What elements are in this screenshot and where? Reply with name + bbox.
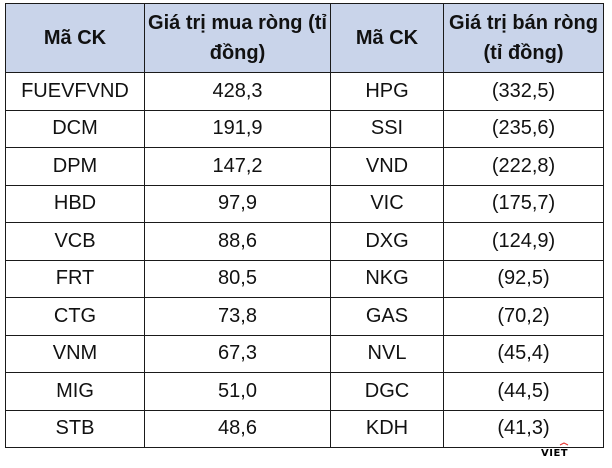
sell-value-cell: (44,5) bbox=[443, 372, 604, 411]
table-row: FUEVFVND 428,3 HPG (332,5) bbox=[5, 72, 604, 111]
sell-code-cell: VIC bbox=[330, 184, 444, 223]
header-sell-value: Giá trị bán ròng (tỉ đồng) bbox=[443, 3, 604, 73]
sell-code-cell: KDH bbox=[330, 409, 444, 448]
buy-value-cell: 88,6 bbox=[144, 222, 331, 261]
sell-code-cell: SSI bbox=[330, 109, 444, 148]
buy-value-cell: 80,5 bbox=[144, 259, 331, 298]
header-row: Mã CK Giá trị mua ròng (tỉ đồng) Mã CK G… bbox=[5, 3, 604, 73]
sell-code-cell: HPG bbox=[330, 72, 444, 111]
sell-code-cell: GAS bbox=[330, 297, 444, 336]
table-header: Mã CK Giá trị mua ròng (tỉ đồng) Mã CK G… bbox=[5, 3, 604, 73]
table-row: DCM 191,9 SSI (235,6) bbox=[5, 109, 604, 148]
buy-code-cell: HBD bbox=[5, 184, 145, 223]
buy-value-cell: 147,2 bbox=[144, 147, 331, 186]
sell-value-cell: (332,5) bbox=[443, 72, 604, 111]
sell-value-cell: (222,8) bbox=[443, 147, 604, 186]
buy-code-cell: MIG bbox=[5, 372, 145, 411]
sell-value-cell: (45,4) bbox=[443, 334, 604, 373]
header-buy-value: Giá trị mua ròng (tỉ đồng) bbox=[144, 3, 331, 73]
table-row: STB 48,6 KDH (41,3) bbox=[5, 409, 604, 448]
watermark-mark-icon: VIET bbox=[541, 442, 569, 459]
buy-value-cell: 48,6 bbox=[144, 409, 331, 448]
net-trading-table: Mã CK Giá trị mua ròng (tỉ đồng) Mã CK G… bbox=[5, 3, 604, 448]
table-row: VCB 88,6 DXG (124,9) bbox=[5, 222, 604, 261]
sell-value-cell: (235,6) bbox=[443, 109, 604, 148]
buy-value-cell: 73,8 bbox=[144, 297, 331, 336]
sell-value-cell: (70,2) bbox=[443, 297, 604, 336]
sell-code-cell: VND bbox=[330, 147, 444, 186]
sell-value-cell: (124,9) bbox=[443, 222, 604, 261]
buy-code-cell: DPM bbox=[5, 147, 145, 186]
buy-value-cell: 67,3 bbox=[144, 334, 331, 373]
watermark-logo: VIET bbox=[540, 442, 572, 459]
table-body: FUEVFVND 428,3 HPG (332,5) DCM 191,9 SSI (235,6… bbox=[5, 72, 604, 448]
buy-code-cell: DCM bbox=[5, 109, 145, 148]
sell-value-cell: (175,7) bbox=[443, 184, 604, 223]
sell-value-cell: (41,3) bbox=[443, 409, 604, 448]
buy-code-cell: CTG bbox=[5, 297, 145, 336]
table-row: DPM 147,2 VND (222,8) bbox=[5, 147, 604, 186]
buy-code-cell: FUEVFVND bbox=[5, 72, 145, 111]
buy-value-cell: 191,9 bbox=[144, 109, 331, 148]
buy-value-cell: 51,0 bbox=[144, 372, 331, 411]
buy-value-cell: 97,9 bbox=[144, 184, 331, 223]
sell-code-cell: NVL bbox=[330, 334, 444, 373]
watermark-text: VIET bbox=[541, 448, 568, 458]
table-row: HBD 97,9 VIC (175,7) bbox=[5, 184, 604, 223]
buy-value-cell: 428,3 bbox=[144, 72, 331, 111]
table-row: CTG 73,8 GAS (70,2) bbox=[5, 297, 604, 336]
buy-code-cell: VNM bbox=[5, 334, 145, 373]
table-row: FRT 80,5 NKG (92,5) bbox=[5, 259, 604, 298]
table-row: MIG 51,0 DGC (44,5) bbox=[5, 372, 604, 411]
sell-code-cell: NKG bbox=[330, 259, 444, 298]
table-row: VNM 67,3 NVL (45,4) bbox=[5, 334, 604, 373]
header-buy-code: Mã CK bbox=[5, 3, 145, 73]
buy-code-cell: FRT bbox=[5, 259, 145, 298]
sell-value-cell: (92,5) bbox=[443, 259, 604, 298]
buy-code-cell: VCB bbox=[5, 222, 145, 261]
sell-code-cell: DXG bbox=[330, 222, 444, 261]
header-sell-code: Mã CK bbox=[330, 3, 444, 73]
sell-code-cell: DGC bbox=[330, 372, 444, 411]
net-trading-table-container: Mã CK Giá trị mua ròng (tỉ đồng) Mã CK G… bbox=[5, 3, 604, 448]
buy-code-cell: STB bbox=[5, 409, 145, 448]
